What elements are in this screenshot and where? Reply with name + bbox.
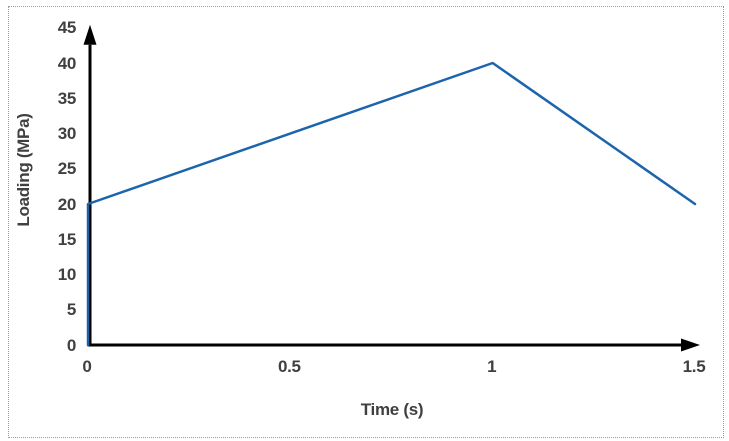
y-tick-label-15: 15 [57,229,77,249]
x-tick-label-1.5: 1.5 [682,357,706,376]
series-line-loading [86,61,697,347]
y-axis-arrowhead [83,24,97,45]
y-tick-label-30: 30 [57,124,77,143]
y-tick-label-5: 5 [66,300,76,320]
y-tick-label-0: 0 [66,335,76,355]
y-tick-label-10: 10 [57,265,77,284]
y-tick-label-20: 20 [57,194,77,214]
y-tick-label-45: 45 [57,18,77,38]
x-axis-arrowhead [681,338,701,352]
x-axis-title: Time (s) [360,400,424,419]
y-tick-label-40: 40 [57,53,77,73]
y-axis-title: Loading (MPa) [14,113,33,227]
y-tick-label-25: 25 [57,159,77,179]
y-tick-label-35: 35 [57,88,77,108]
x-tick-label-0: 0 [82,357,92,376]
x-tick-label-1: 1 [487,357,497,376]
x-tick-label-0.5: 0.5 [277,357,301,376]
